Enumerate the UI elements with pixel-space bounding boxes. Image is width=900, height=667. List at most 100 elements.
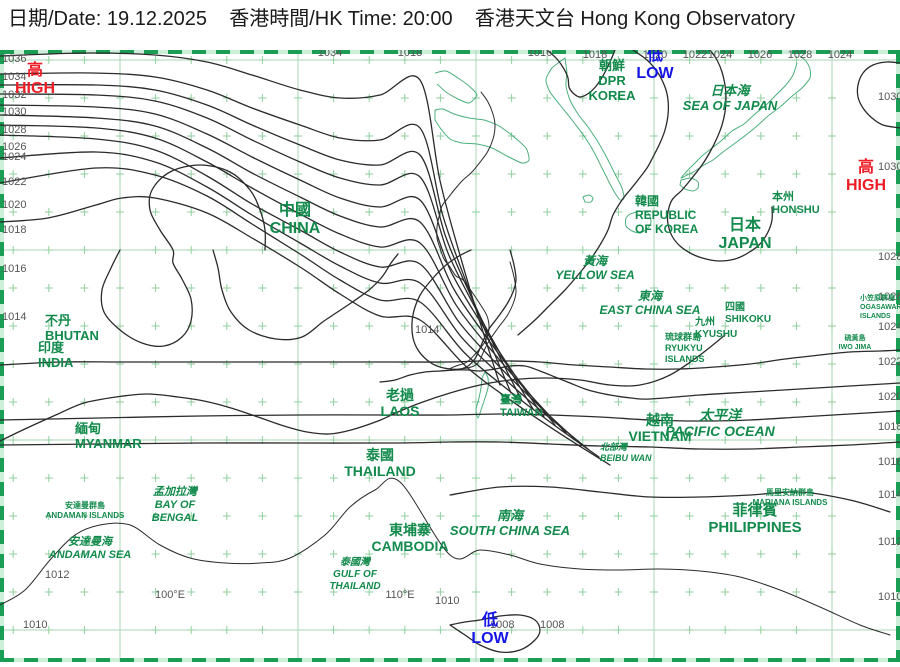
svg-text:110°E: 110°E (385, 589, 414, 601)
svg-text:南海: 南海 (497, 508, 525, 523)
svg-text:1014: 1014 (878, 489, 900, 501)
svg-text:HIGH: HIGH (15, 80, 55, 97)
svg-text:ISLANDS: ISLANDS (665, 354, 705, 364)
svg-text:臺灣: 臺灣 (500, 392, 522, 406)
svg-text:LOW: LOW (471, 630, 509, 647)
svg-text:1030: 1030 (878, 91, 900, 103)
svg-text:ANDAMAN ISLANDS: ANDAMAN ISLANDS (46, 511, 125, 520)
svg-text:1024: 1024 (828, 50, 852, 61)
svg-text:SEA OF JAPAN: SEA OF JAPAN (683, 98, 778, 113)
svg-text:DPR: DPR (598, 73, 626, 88)
svg-text:低: 低 (646, 50, 663, 64)
svg-text:1018: 1018 (398, 50, 422, 59)
svg-text:1018: 1018 (2, 224, 26, 236)
svg-text:菲律賓: 菲律賓 (732, 501, 777, 519)
svg-text:INDIA: INDIA (38, 355, 74, 370)
svg-text:小笠原群島: 小笠原群島 (859, 293, 895, 302)
svg-text:CAMBODIA: CAMBODIA (372, 538, 449, 554)
svg-text:100°E: 100°E (155, 589, 185, 601)
svg-text:緬甸: 緬甸 (75, 421, 101, 436)
svg-text:太平洋: 太平洋 (698, 407, 743, 423)
svg-text:1018: 1018 (878, 421, 900, 433)
svg-text:PACIFIC OCEAN: PACIFIC OCEAN (665, 423, 775, 439)
svg-text:JAPAN: JAPAN (718, 235, 771, 252)
svg-text:北部灣: 北部灣 (600, 442, 629, 452)
svg-text:1020: 1020 (2, 199, 26, 211)
svg-text:LOW: LOW (636, 65, 674, 82)
svg-text:1026: 1026 (748, 50, 772, 61)
svg-text:東海: 東海 (638, 289, 664, 303)
svg-text:四國: 四國 (725, 301, 745, 313)
svg-text:REPUBLIC: REPUBLIC (635, 208, 697, 222)
svg-text:日本海: 日本海 (710, 83, 751, 98)
svg-text:EAST CHINA SEA: EAST CHINA SEA (600, 303, 701, 317)
svg-text:SOUTH CHINA SEA: SOUTH CHINA SEA (450, 523, 570, 538)
svg-text:MYANMAR: MYANMAR (75, 436, 142, 451)
svg-text:1024: 1024 (708, 50, 732, 61)
svg-text:KYUSHU: KYUSHU (695, 329, 737, 340)
svg-text:THAILAND: THAILAND (344, 463, 416, 479)
svg-text:1010: 1010 (435, 595, 459, 607)
svg-text:1014: 1014 (2, 311, 26, 323)
svg-text:BEIBU WAN: BEIBU WAN (600, 453, 652, 463)
svg-text:老撾: 老撾 (386, 387, 414, 403)
svg-text:朝鮮: 朝鮮 (599, 58, 625, 73)
svg-text:GULF OF: GULF OF (333, 569, 378, 580)
svg-text:1024: 1024 (878, 321, 900, 333)
svg-text:1034: 1034 (318, 50, 342, 59)
svg-text:1016: 1016 (878, 456, 900, 468)
svg-text:TAIWAN: TAIWAN (500, 407, 543, 419)
svg-text:1010: 1010 (23, 619, 47, 631)
svg-text:1028: 1028 (878, 251, 900, 263)
svg-text:不丹: 不丹 (45, 313, 71, 328)
svg-text:HIGH: HIGH (846, 177, 886, 194)
svg-text:CHINA: CHINA (270, 220, 321, 237)
svg-text:1024: 1024 (2, 151, 26, 163)
svg-text:ISLANDS: ISLANDS (860, 313, 891, 320)
svg-text:馬里安納群島: 馬里安納群島 (766, 487, 814, 497)
svg-text:東埔寨: 東埔寨 (389, 522, 432, 538)
svg-text:1030: 1030 (2, 106, 26, 118)
svg-text:IWO JIMA: IWO JIMA (839, 344, 872, 351)
svg-text:1016: 1016 (528, 50, 552, 59)
svg-text:OF KOREA: OF KOREA (635, 222, 699, 236)
svg-text:THAILAND: THAILAND (329, 581, 380, 592)
svg-text:高: 高 (858, 157, 874, 176)
svg-text:1022: 1022 (683, 50, 707, 61)
svg-text:1016: 1016 (2, 263, 26, 275)
svg-text:1020: 1020 (878, 391, 900, 403)
svg-text:硫黃島: 硫黃島 (845, 333, 866, 342)
svg-text:韓國: 韓國 (635, 193, 659, 208)
svg-text:1036: 1036 (2, 53, 26, 65)
svg-text:1030: 1030 (878, 161, 900, 173)
svg-text:1012: 1012 (878, 536, 900, 548)
svg-text:孟加拉灣: 孟加拉灣 (153, 485, 199, 498)
svg-text:安達曼群島: 安達曼群島 (65, 500, 105, 510)
svg-text:BAY OF: BAY OF (155, 499, 196, 511)
svg-text:安達曼海: 安達曼海 (68, 535, 114, 548)
svg-text:1028: 1028 (788, 50, 812, 61)
svg-text:LAOS: LAOS (381, 403, 420, 419)
svg-text:中國: 中國 (279, 200, 311, 219)
svg-text:1008: 1008 (540, 619, 564, 631)
svg-text:1022: 1022 (878, 356, 900, 368)
svg-text:琉球群島: 琉球群島 (665, 331, 701, 342)
svg-text:1014: 1014 (415, 324, 439, 336)
svg-text:BENGAL: BENGAL (152, 512, 199, 524)
svg-text:黃海: 黃海 (582, 254, 609, 268)
svg-text:1012: 1012 (45, 569, 69, 581)
svg-text:泰國: 泰國 (365, 447, 394, 463)
svg-text:YELLOW SEA: YELLOW SEA (555, 268, 634, 282)
svg-text:SHIKOKU: SHIKOKU (725, 314, 771, 325)
svg-text:泰國灣: 泰國灣 (340, 556, 372, 568)
svg-text:日本: 日本 (729, 215, 761, 234)
svg-text:HONSHU: HONSHU (772, 204, 820, 216)
svg-text:本州: 本州 (772, 189, 794, 203)
svg-text:印度: 印度 (38, 340, 65, 355)
svg-text:PHILIPPINES: PHILIPPINES (708, 519, 801, 536)
svg-text:ANDAMAN SEA: ANDAMAN SEA (48, 549, 132, 561)
svg-text:1010: 1010 (878, 591, 900, 603)
svg-text:KOREA: KOREA (589, 88, 637, 103)
svg-text:OGASAWARA: OGASAWARA (860, 304, 900, 311)
svg-text:RYUKYU: RYUKYU (665, 343, 703, 353)
